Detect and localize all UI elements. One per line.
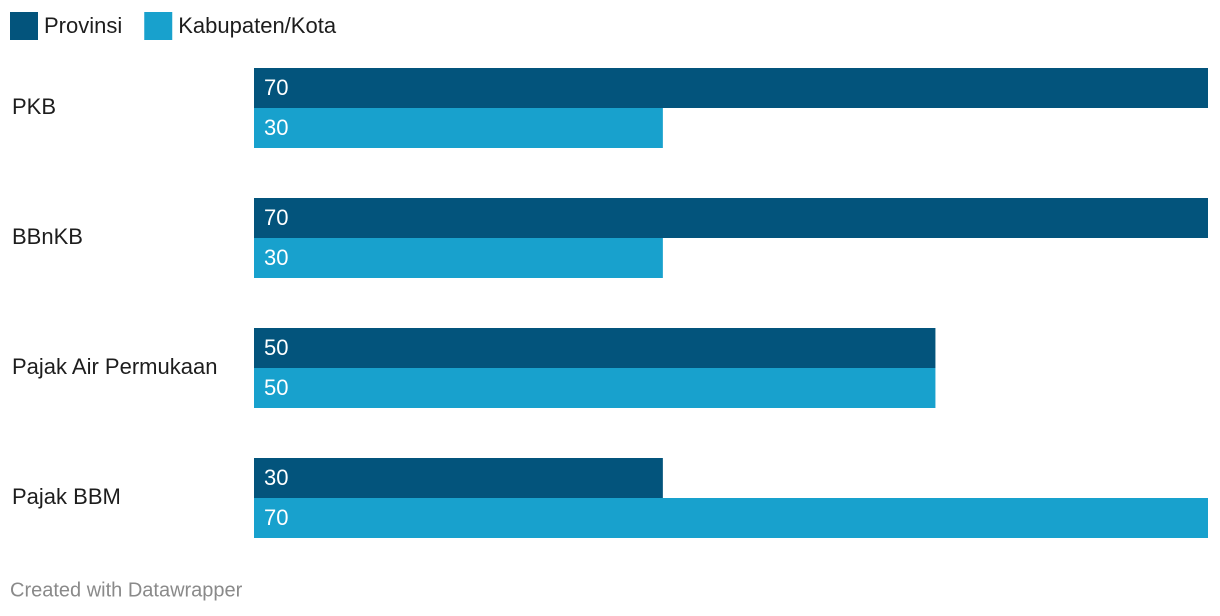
bar bbox=[254, 328, 936, 368]
bar bbox=[254, 458, 663, 498]
value-label: 30 bbox=[264, 465, 288, 490]
legend-swatch bbox=[144, 12, 173, 40]
value-label: 50 bbox=[264, 375, 288, 400]
legend-label: Kabupaten/Kota bbox=[178, 13, 337, 38]
category-label: Pajak Air Permukaan bbox=[12, 354, 217, 379]
bar bbox=[254, 498, 1208, 538]
category-label: BBnKB bbox=[12, 224, 83, 249]
value-label: 30 bbox=[264, 115, 288, 140]
value-label: 70 bbox=[264, 205, 288, 230]
legend-label: Provinsi bbox=[44, 13, 122, 38]
value-label: 70 bbox=[264, 75, 288, 100]
bar bbox=[254, 108, 663, 148]
category-label: PKB bbox=[12, 94, 56, 119]
bar bbox=[254, 238, 663, 278]
bar bbox=[254, 198, 1208, 238]
credit: Created with Datawrapper bbox=[10, 579, 243, 601]
value-label: 70 bbox=[264, 505, 288, 530]
value-label: 30 bbox=[264, 245, 288, 270]
category-label: Pajak BBM bbox=[12, 484, 121, 509]
value-label: 50 bbox=[264, 335, 288, 360]
bar bbox=[254, 68, 1208, 108]
bar bbox=[254, 368, 936, 408]
legend-swatch bbox=[10, 12, 38, 40]
